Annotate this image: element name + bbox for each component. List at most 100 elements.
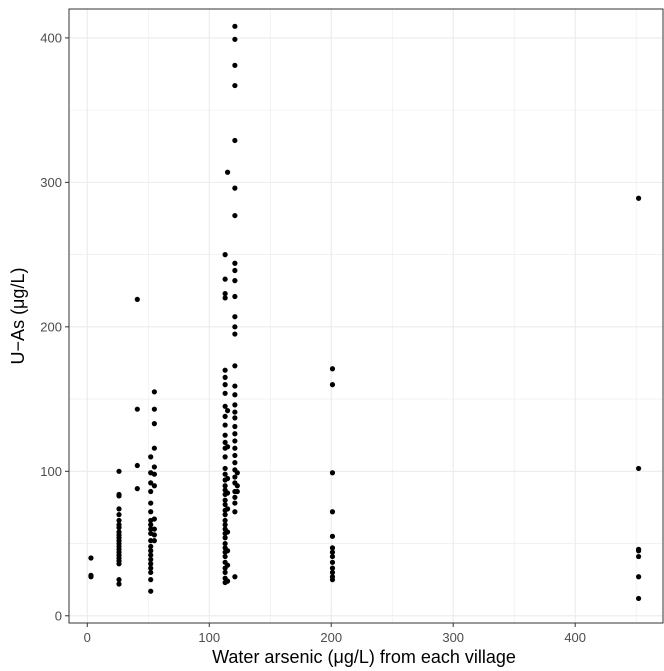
panel-border	[68, 8, 664, 624]
data-point	[232, 267, 238, 274]
data-point	[116, 512, 122, 518]
data-point	[329, 565, 336, 571]
data-point	[222, 367, 228, 373]
data-point	[151, 483, 157, 489]
data-point	[232, 23, 238, 29]
y-tick-label: 100	[40, 464, 62, 479]
data-point	[148, 538, 154, 544]
data-point	[116, 581, 122, 587]
data-point	[224, 562, 231, 568]
data-point	[232, 331, 238, 337]
data-point	[134, 296, 140, 302]
data-point	[232, 185, 238, 191]
data-point	[232, 278, 238, 284]
data-point	[224, 490, 231, 496]
data-point	[222, 432, 228, 438]
data-point	[329, 559, 336, 565]
data-point	[234, 483, 240, 489]
data-point	[116, 577, 122, 583]
data-point	[151, 421, 157, 427]
data-point	[636, 465, 642, 472]
data-point	[88, 555, 94, 561]
x-tick-label: 300	[442, 630, 464, 645]
data-point	[222, 540, 228, 547]
data-point	[224, 408, 231, 414]
data-point	[636, 595, 642, 602]
data-point	[222, 403, 228, 409]
data-point	[636, 548, 642, 554]
data-point	[151, 464, 157, 470]
data-point	[232, 494, 238, 500]
data-point	[329, 470, 336, 476]
data-point	[232, 392, 238, 398]
data-point	[222, 390, 228, 396]
data-point	[224, 444, 231, 450]
data-point	[116, 561, 122, 567]
data-point	[151, 406, 157, 412]
data-point	[222, 252, 228, 258]
data-point	[148, 522, 154, 528]
data-point	[222, 439, 228, 446]
data-point	[222, 465, 228, 472]
data-point	[224, 475, 231, 482]
data-point	[232, 574, 238, 580]
data-point	[232, 62, 238, 68]
data-point	[232, 509, 238, 515]
data-point	[224, 578, 231, 584]
data-point	[222, 382, 228, 388]
data-point	[222, 276, 228, 282]
data-point	[148, 561, 154, 567]
data-point	[232, 423, 238, 430]
data-point	[329, 577, 336, 583]
data-point	[151, 516, 157, 522]
data-point	[329, 509, 336, 515]
data-point	[148, 565, 154, 571]
data-point	[232, 293, 238, 300]
data-point	[134, 486, 140, 492]
data-point	[148, 454, 154, 460]
data-point	[148, 509, 154, 515]
data-point	[148, 588, 154, 594]
data-point	[151, 538, 157, 544]
data-points	[88, 23, 642, 602]
data-point	[329, 533, 336, 539]
data-point	[232, 260, 238, 266]
data-point	[232, 438, 238, 444]
data-point	[148, 543, 154, 550]
data-point	[222, 517, 228, 524]
data-point	[148, 480, 154, 486]
x-axis-title: Water arsenic (μg/L) from each village	[212, 647, 516, 667]
data-point	[134, 462, 140, 469]
data-point	[329, 553, 336, 560]
data-point	[222, 497, 228, 503]
data-point	[234, 470, 240, 476]
data-point	[148, 552, 154, 558]
data-point	[148, 556, 154, 563]
x-tick-label: 0	[84, 630, 91, 645]
data-point	[148, 526, 154, 532]
y-tick-label: 300	[40, 175, 62, 190]
data-point	[116, 493, 122, 499]
data-point	[232, 82, 238, 89]
data-point	[116, 525, 122, 531]
data-point	[134, 406, 140, 412]
data-point	[232, 431, 238, 437]
data-point	[151, 471, 157, 477]
data-point	[224, 506, 231, 512]
data-point	[148, 548, 154, 554]
data-point	[232, 445, 238, 451]
data-point	[232, 460, 238, 466]
data-point	[148, 577, 154, 583]
data-point	[222, 553, 228, 560]
y-tick-label: 400	[40, 30, 62, 45]
data-point	[116, 517, 122, 524]
data-point	[151, 389, 157, 395]
data-point	[222, 291, 228, 297]
data-point	[232, 324, 238, 330]
data-point	[116, 468, 122, 474]
data-point	[148, 488, 154, 495]
data-point	[232, 452, 238, 459]
data-point	[329, 549, 336, 555]
data-point	[151, 532, 157, 538]
